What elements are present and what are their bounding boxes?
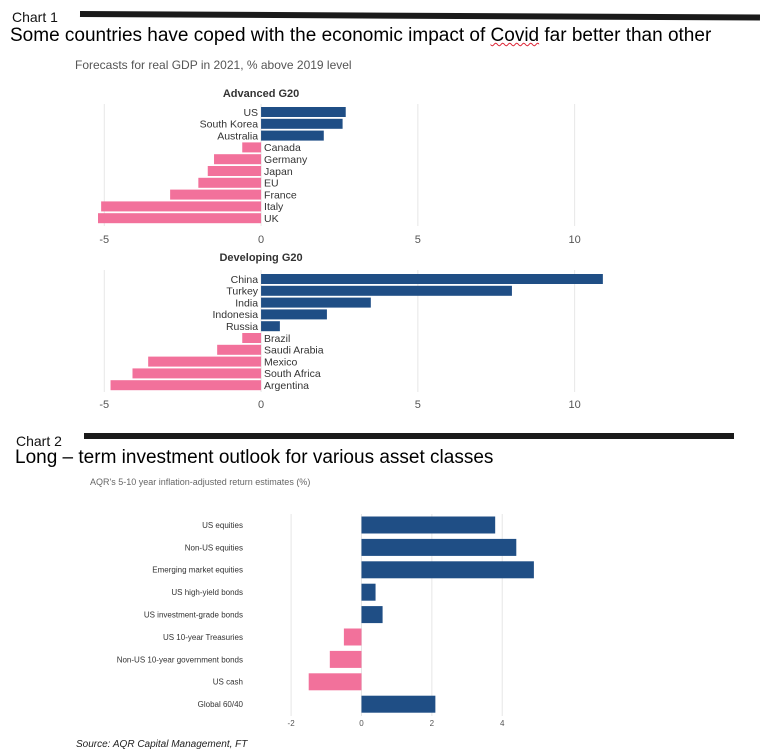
chart-2-bar	[217, 344, 262, 355]
chart-2-category-label: Brazil	[264, 333, 290, 345]
chart-3-x-tick-label: 4	[500, 719, 505, 728]
headline-part-2: far better than other	[539, 25, 712, 46]
chart-2-x-tick-label: 0	[258, 399, 264, 411]
chart-1-x-tick-label: -5	[99, 234, 109, 246]
chart-1-bar	[207, 166, 262, 176]
chart-1-category-label: South Korea	[200, 119, 259, 131]
chart-3-category-label: US 10-year Treasuries	[163, 633, 243, 642]
chart-1-category-label: Australia	[217, 130, 258, 142]
chart-3-bar	[361, 538, 517, 556]
chart-1-subtitle: Forecasts for real GDP in 2021, % above …	[75, 58, 352, 72]
chart-2-subtitle: AQR's 5-10 year inflation-adjusted retur…	[90, 477, 311, 487]
chart-1-bar	[214, 154, 262, 165]
chart-1-bar	[261, 107, 346, 117]
chart-1-bar	[98, 213, 262, 224]
chart-3-category-label: Global 60/40	[198, 700, 244, 709]
chart-2-bar	[132, 368, 262, 379]
chart-2-category-label: Russia	[226, 321, 258, 333]
chart-3-category-label: US cash	[213, 678, 243, 687]
chart-1-x-tick-label: 5	[415, 234, 421, 246]
chart-3-bar	[308, 673, 362, 691]
chart-3-category-label: Emerging market equities	[152, 566, 243, 575]
chart-1-bar	[261, 130, 324, 141]
chart-2-bar	[242, 333, 262, 343]
chart-2-bar	[261, 274, 603, 284]
chart-3-bar	[361, 695, 436, 713]
chart-2-bar	[261, 309, 327, 320]
chart-1-category-label: US	[243, 107, 258, 119]
chart-2-bar	[261, 297, 371, 308]
chart-2-category-label: Argentina	[264, 380, 309, 392]
chart-1-bar	[242, 142, 262, 153]
chart-1-category-label: Canada	[264, 142, 301, 154]
chart-3-category-label: Non-US 10-year government bonds	[117, 655, 243, 664]
chart-2-title: Developing G20	[219, 252, 302, 264]
chart-2-category-label: Turkey	[226, 286, 258, 298]
chart-3-bar	[361, 516, 496, 534]
chart-2-category-label: Mexico	[264, 356, 297, 368]
chart-2-bar	[261, 321, 280, 332]
chart-3-bar	[343, 628, 362, 646]
chart-1-category-label: Japan	[264, 166, 293, 178]
chart-2-bar	[110, 380, 262, 391]
chart-1-category-label: France	[264, 189, 297, 201]
chart-2-headline: Long – term investment outlook for vario…	[15, 447, 494, 468]
chart-1-bar	[170, 189, 262, 200]
chart-2-label: Chart 2	[16, 433, 62, 449]
chart-3-category-label: US equities	[202, 521, 243, 530]
chart-3-bar	[361, 583, 376, 601]
chart-3-category-label: US high-yield bonds	[171, 588, 243, 597]
chart-3-bar	[361, 606, 383, 624]
headline-part-1: Some countries have coped with the econo…	[10, 25, 491, 46]
chart-2-x-tick-label: 10	[569, 399, 581, 411]
chart-2-bar	[261, 285, 512, 296]
chart-2-category-label: China	[231, 274, 259, 286]
chart-2-category-label: Indonesia	[213, 309, 259, 321]
chart-3-category-label: US investment-grade bonds	[144, 610, 243, 619]
source-note: Source: AQR Capital Management, FT	[76, 739, 248, 750]
chart-1-title: Advanced G20	[223, 88, 299, 100]
chart-1-x-tick-label: 0	[258, 234, 264, 246]
headline-covid-word: Covid	[490, 25, 540, 46]
chart-1-category-label: Italy	[264, 201, 284, 213]
chart-1-category-label: UK	[264, 213, 279, 225]
chart-3-bar	[361, 561, 534, 579]
chart-2-rule	[84, 433, 734, 439]
chart-3-x-tick-label: -2	[288, 719, 296, 728]
chart-2-category-label: India	[235, 297, 258, 309]
chart-1-label: Chart 1	[12, 9, 58, 25]
chart-3-category-label: Non-US equities	[185, 543, 243, 552]
chart-3-x-tick-label: 0	[359, 719, 364, 728]
chart-1-bar	[101, 201, 262, 212]
chart-1-category-label: EU	[264, 178, 279, 190]
chart-1-x-tick-label: 10	[569, 234, 581, 246]
chart-2-bar	[148, 356, 262, 367]
chart-2-category-label: South Africa	[264, 368, 321, 380]
chart-1-bar	[198, 177, 262, 188]
chart-1-bar	[261, 118, 343, 129]
chart-2-x-tick-label: 5	[415, 399, 421, 411]
chart-1-category-label: Germany	[264, 154, 308, 166]
chart-3-bar	[329, 650, 362, 668]
chart-1-headline: Some countries have coped with the econo…	[10, 25, 711, 47]
chart-2-x-tick-label: -5	[99, 399, 109, 411]
chart-2-category-label: Saudi Arabia	[264, 345, 324, 357]
chart-3-x-tick-label: 2	[430, 719, 435, 728]
